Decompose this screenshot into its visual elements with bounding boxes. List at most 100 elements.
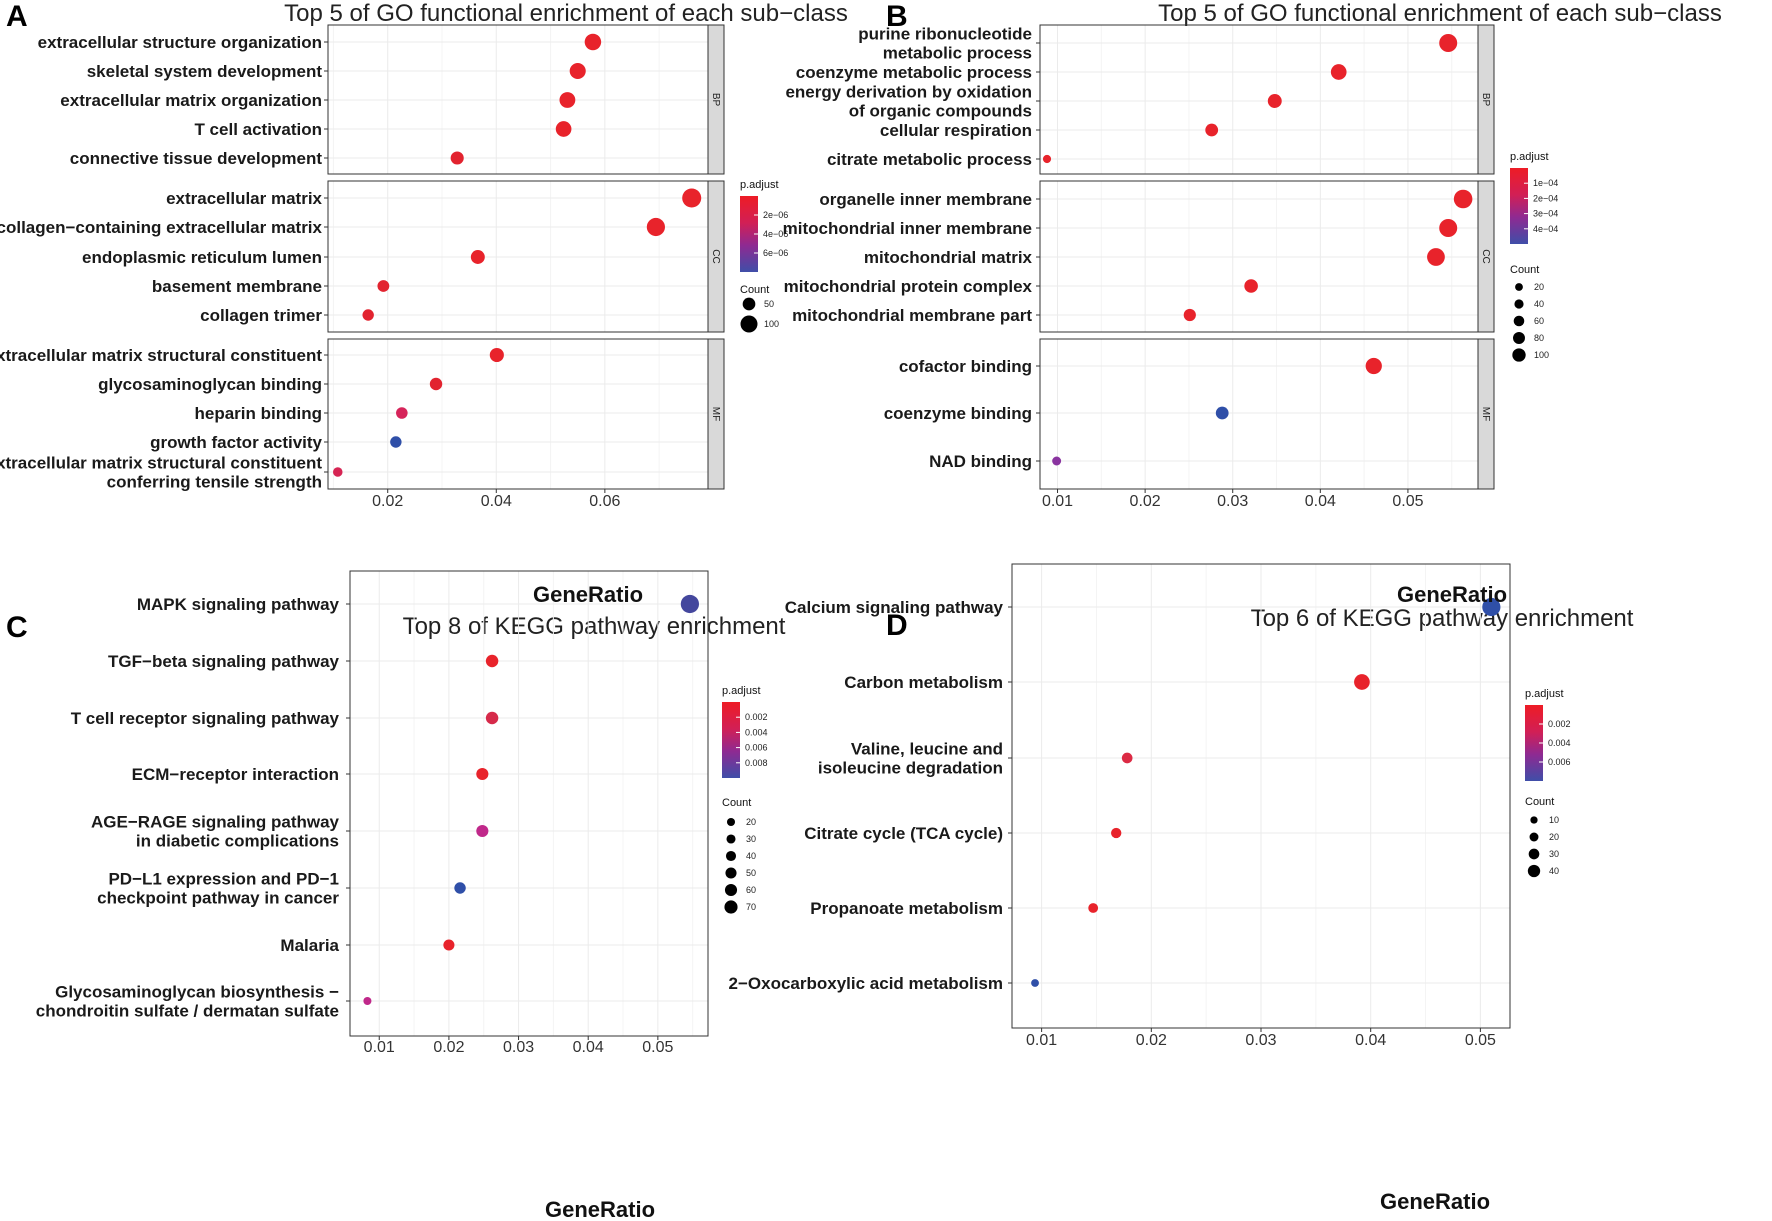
data-point [555,121,572,137]
data-point [1031,979,1039,987]
term-label: extracellular matrix structural constitu… [0,454,322,473]
data-point [476,767,489,781]
panel-a-go-dotplot: BP extracellular structure organization sk… [0,24,788,510]
count-legend-dot [1529,832,1539,842]
count-legend-label: 40 [1549,866,1559,876]
panel-label-d: D [886,609,908,642]
count-legend-dot [1528,848,1540,860]
term-label: cofactor binding [899,357,1032,376]
count-legend-title: Count [740,284,769,296]
term-label: extracellular matrix structural constitu… [0,346,322,365]
term-label: coenzyme binding [884,404,1032,423]
panel-b-title: Top 5 of GO functional enrichment of eac… [1158,0,1722,27]
padjust-legend-title: p.adjust [740,179,779,191]
count-legend-dot [724,883,738,897]
data-point [1439,219,1458,237]
data-point [1439,34,1458,52]
data-point [1215,406,1229,420]
data-point [443,939,455,951]
facet-strip [707,180,725,333]
count-legend-label: 60 [1534,316,1544,326]
panel-c-title: Top 8 of KEGG pathway enrichment [403,613,786,640]
colorbar-tick-label: 6e−06 [763,248,788,258]
x-tick-label: 0.04 [573,1039,604,1056]
x-tick-label: 0.03 [503,1039,534,1056]
term-label: T cell receptor signaling pathway [71,709,340,728]
term-label: growth factor activity [150,433,322,452]
panel-label-c: C [6,611,28,644]
data-point [396,407,408,419]
count-legend-dot [742,297,756,311]
facet-strip [707,24,725,175]
facet-strip [1477,24,1495,175]
facet-strip [707,338,725,490]
count-legend-dot [740,315,758,333]
facet-strip-label-cc: CC [710,249,721,263]
term-label: citrate metabolic process [827,150,1032,169]
x-tick-label: 0.03 [1217,493,1248,510]
colorbar-tick-label: 0.006 [1548,757,1571,767]
padjust-legend-title: p.adjust [722,685,761,697]
term-label: extracellular matrix [166,189,322,208]
term-label: heparin binding [195,404,323,423]
term-label: energy derivation by oxidation [785,83,1032,102]
panel-d-kegg-dotplot: Calcium signaling pathway Carbon metaboli… [729,563,1571,1049]
count-legend-dot [726,817,736,827]
count-legend-label: 50 [764,299,774,309]
count-legend-dot [1514,299,1524,309]
data-point [485,711,499,725]
term-label: mitochondrial inner membrane [783,219,1032,238]
term-label: isoleucine degradation [818,759,1003,778]
data-point [1121,752,1133,764]
panel-label-b: B [886,0,908,33]
panel-a-xlabel: GeneRatio [533,582,643,607]
term-label: metabolic process [883,44,1032,63]
term-label: Valine, leucine and [851,740,1003,759]
term-label: TGF−beta signaling pathway [108,652,339,671]
count-legend-label: 100 [1534,350,1549,360]
count-legend-dot [1527,864,1541,878]
term-label: connective tissue development [70,149,323,168]
term-label: PD−L1 expression and PD−1 [108,870,339,889]
count-legend-title: Count [1525,796,1554,808]
data-point [476,824,489,838]
colorbar-tick-label: 0.004 [1548,738,1571,748]
term-label: NAD binding [929,452,1032,471]
padjust-colorbar [1525,705,1543,781]
panel-b-xlabel: GeneRatio [1397,582,1507,607]
term-label: glycosaminoglycan binding [98,375,322,394]
colorbar-tick-label: 0.002 [1548,719,1571,729]
data-point [1244,279,1258,293]
colorbar-tick-label: 3e−04 [1533,209,1558,219]
x-tick-label: 0.01 [364,1039,395,1056]
term-label: checkpoint pathway in cancer [97,889,339,908]
x-tick-label: 0.02 [1136,1032,1167,1049]
colorbar-tick-label: 0.002 [745,712,768,722]
term-label: Malaria [280,936,339,955]
count-legend-title: Count [1510,264,1539,276]
x-tick-label: 0.06 [589,493,620,510]
data-point [682,188,702,208]
facet-strip [1477,180,1495,333]
term-label: mitochondrial protein complex [784,277,1033,296]
panel-d-xlabel: GeneRatio [1380,1189,1490,1214]
count-legend-label: 10 [1549,815,1559,825]
count-legend-label: 50 [746,868,756,878]
term-label: Calcium signaling pathway [785,598,1004,617]
data-point [1267,94,1282,108]
x-tick-label: 0.04 [1355,1032,1386,1049]
term-label: mitochondrial membrane part [792,306,1032,325]
count-legend-dot [725,850,737,862]
facet-strip-label-mf: MF [1480,407,1491,421]
term-label: chondroitin sulfate / dermatan sulfate [36,1002,339,1021]
count-legend-dot [1513,332,1525,344]
term-label: Glycosaminoglycan biosynthesis − [55,983,339,1002]
x-tick-label: 0.01 [1042,493,1073,510]
padjust-colorbar [1510,168,1528,244]
term-label: 2−Oxocarboxylic acid metabolism [729,974,1003,993]
x-tick-label: 0.02 [1130,493,1161,510]
count-legend-label: 60 [746,885,756,895]
term-label: collagen trimer [200,306,322,325]
